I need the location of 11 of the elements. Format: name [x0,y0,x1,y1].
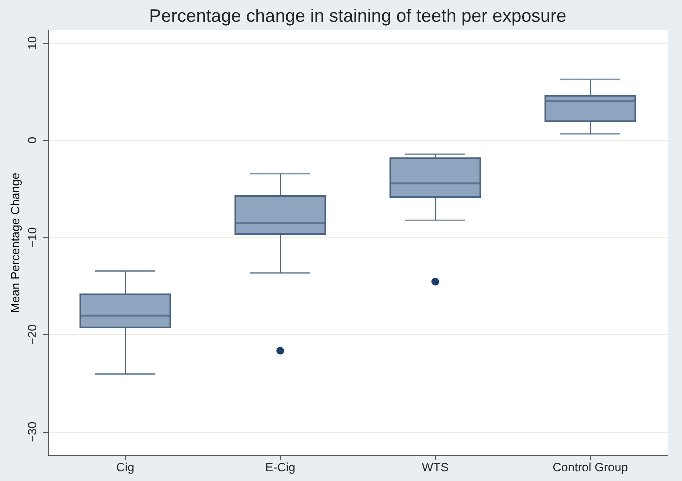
y-tick-label: −10 [26,227,40,248]
y-axis-title: Mean Percentage Change [8,172,22,314]
x-tick-label: Control Group [552,460,629,474]
x-tick-label: Cig [116,460,135,474]
x-tick-label: E-Cig [265,460,296,474]
y-tick-label: 10 [26,36,40,50]
y-tick-label: −20 [26,324,40,346]
chart-title: Percentage change in staining of teeth per exposure [149,6,567,26]
y-tick-label: −30 [26,422,40,442]
x-tick-label: WTS [422,460,449,474]
y-tick-label: 0 [26,136,40,144]
